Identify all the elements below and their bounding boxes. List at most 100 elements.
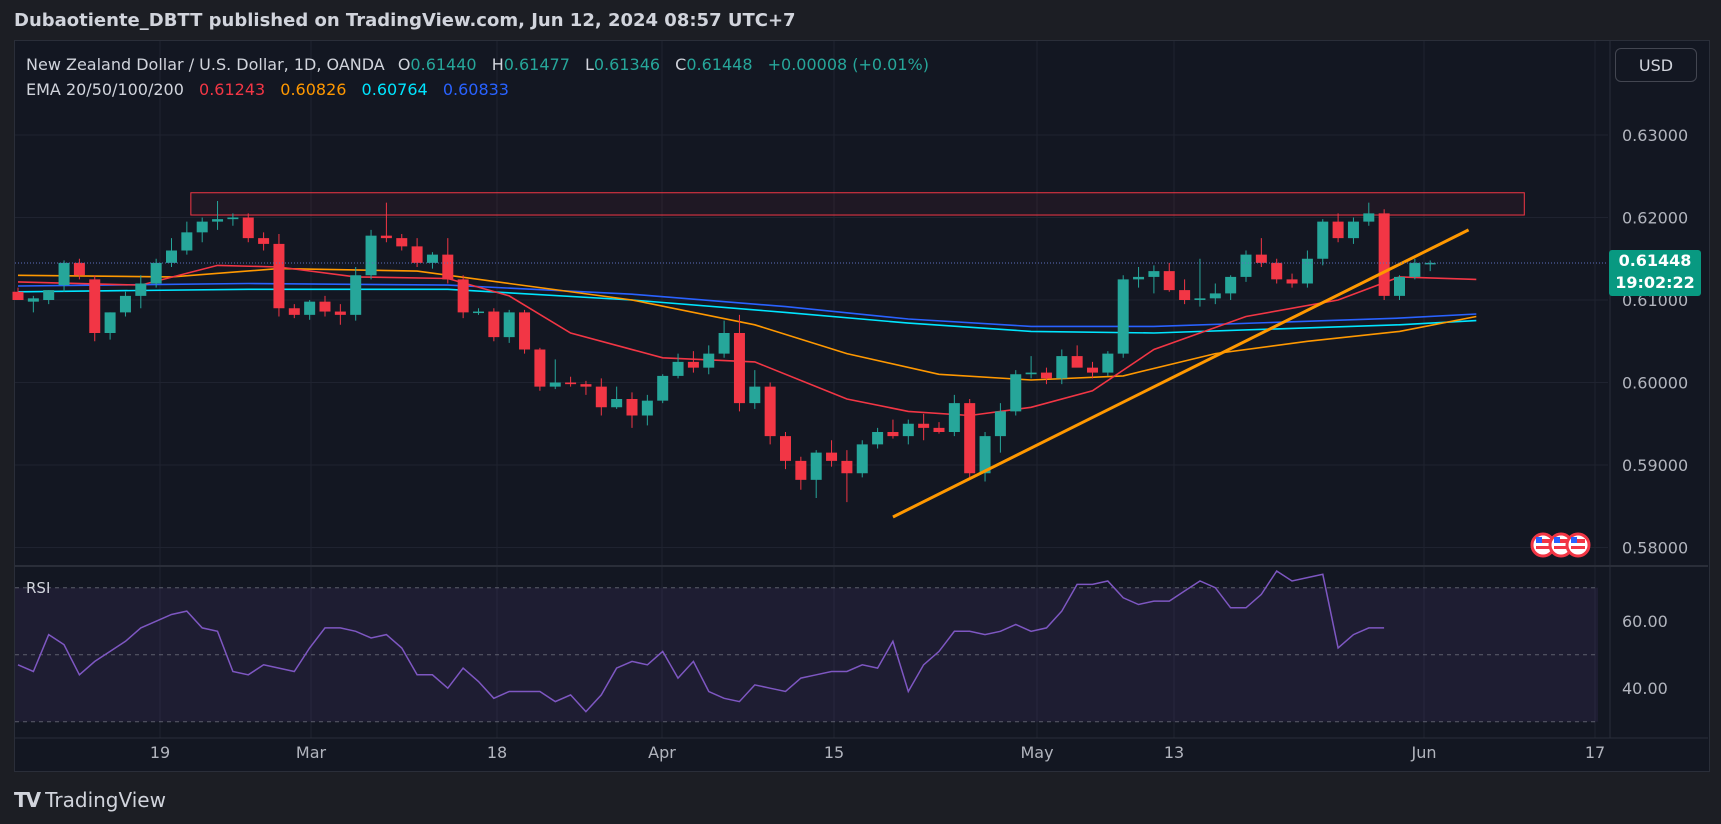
candle-body [780,436,791,461]
candle-body [1286,279,1298,284]
symbol-name[interactable]: New Zealand Dollar / U.S. Dollar, 1D, OA… [26,55,385,74]
candle-body [1378,213,1390,296]
candle-body [841,460,853,474]
time-tick-label: Apr [648,743,676,762]
candle-body [519,312,531,350]
time-tick-label: Mar [296,743,327,762]
candle-body [426,254,438,263]
candle-body [104,312,116,333]
symbol-legend-row: New Zealand Dollar / U.S. Dollar, 1D, OA… [26,55,929,80]
candle-body [119,295,131,313]
candle-body [933,427,945,432]
price-tick-label: 0.60000 [1622,374,1688,393]
last-price-tag: 0.61448 19:02:22 [1609,250,1701,296]
rsi-tick-label: 40.00 [1622,679,1668,698]
candle-body [1087,367,1098,373]
rsi-band [15,587,1598,722]
candle-body [242,217,254,239]
candle-body [73,262,85,276]
candle-body [12,291,24,300]
candle-body [718,333,730,354]
candle-body [135,283,147,296]
candle-body [288,308,300,315]
candle-body [58,262,70,286]
candle-body [1394,276,1405,296]
candle-body [749,386,761,404]
candle-body [1332,221,1344,239]
ema200-line [17,282,1477,328]
low-value: 0.61346 [593,55,661,74]
candle-body [948,403,960,432]
bar-countdown: 19:02:22 [1615,273,1695,292]
price-tick-label: 0.63000 [1622,126,1688,145]
candle-body [1255,254,1267,263]
time-tick-label: 13 [1164,743,1184,762]
candle-body [1163,271,1175,291]
candle-body [1071,356,1083,368]
ema100-value: 0.60764 [361,80,428,99]
candle-body [43,290,55,300]
candle-body [964,403,976,474]
candle-body [411,246,423,263]
candle-body [1040,372,1052,379]
open-value: 0.61440 [410,55,477,74]
candle-body [1424,262,1436,265]
candle-body [150,262,162,284]
rsi-pane-label[interactable]: RSI [26,579,51,597]
candle-body [887,432,899,437]
candle-body [1240,254,1252,277]
ema200-value: 0.60833 [442,80,509,99]
chart-frame[interactable] [14,40,1710,772]
candle-body [1225,276,1237,294]
candle-body [733,333,745,404]
candle-body [549,382,561,387]
close-key: C [675,55,687,74]
candle-body [380,235,392,239]
close-value: 0.61448 [686,55,753,74]
ema50-line [17,267,1477,381]
candle-body [227,217,239,220]
candle-body [350,275,362,315]
candle-body [396,238,408,247]
candle-body [979,436,991,474]
resistance-zone [190,192,1525,216]
candle-body [503,312,515,338]
time-tick-label: Jun [1411,743,1437,762]
candle-body [534,349,546,387]
candle-body [319,301,331,312]
ema100-line [17,288,1477,334]
support-trendline [892,228,1470,519]
candle-body [595,386,607,408]
candle-body [810,452,822,480]
flag-stripe [1554,546,1568,549]
candle-body [1025,372,1037,375]
candle-body [872,432,884,445]
candle-body [703,353,715,368]
candle-body [442,254,454,280]
candle-body [457,279,469,313]
candle-body [1363,213,1375,222]
ema-indicator-name[interactable]: EMA 20/50/100/200 [26,80,184,99]
candle-body [994,411,1006,437]
candle-body [856,444,868,474]
footer-brand[interactable]: TV TradingView [14,788,166,812]
ema50-value: 0.60826 [280,80,347,99]
candle-body [611,399,623,408]
change-value: +0.00008 (+0.01%) [767,55,929,74]
candle-body [258,238,270,244]
currency-button[interactable]: USD [1615,48,1697,82]
candle-body [273,243,285,309]
candle-body [166,250,177,263]
time-tick-label: 15 [824,743,844,762]
flag-stripe [1571,546,1585,549]
flag-stripe [1571,539,1585,543]
flag-stripe [1536,539,1550,543]
ema20-value: 0.61243 [199,80,266,99]
candle-body [795,460,807,480]
price-tick-label: 0.58000 [1622,539,1688,558]
candle-body [1102,353,1114,373]
rsi-line [17,569,1385,713]
flag-canton [1554,537,1560,543]
candle-body [1179,290,1191,300]
